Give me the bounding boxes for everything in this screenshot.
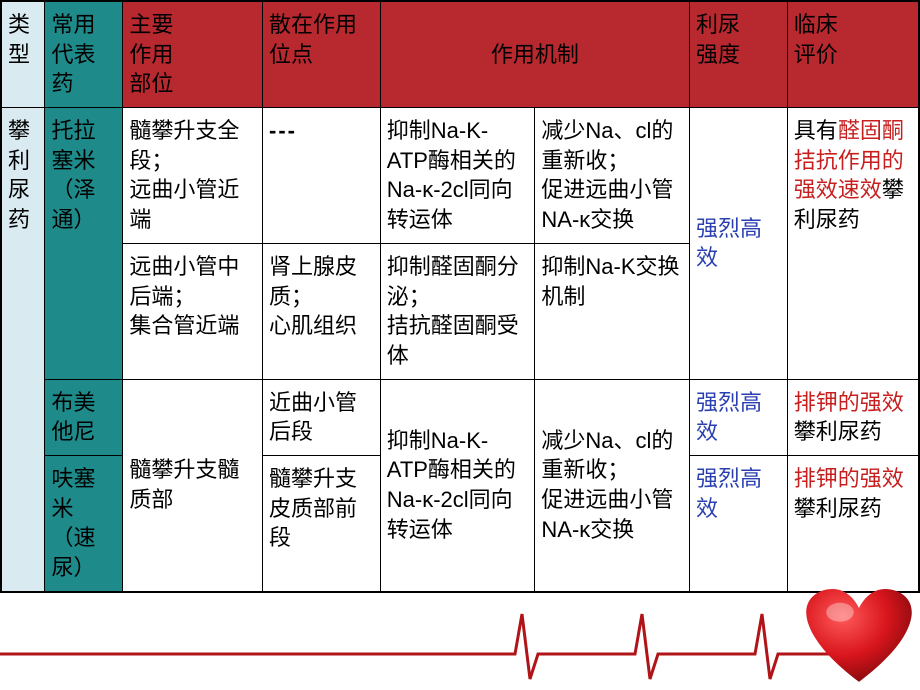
cell-type: 攀利尿药 (1, 108, 45, 592)
cell-site: 远曲小管中后端；集合管近端 (123, 243, 263, 379)
cell-scatter: 近曲小管后段 (263, 379, 381, 455)
cell-eval-bumetanide: 排钾的强效攀利尿药 (787, 379, 919, 455)
hdr-mechanism: 作用机制 (380, 1, 689, 108)
cell-drug-torasemide: 托拉塞米（泽通） (45, 108, 123, 380)
cell-scatter: 髓攀升支皮质部前段 (263, 455, 381, 591)
eval-red: 排钾的强效 (794, 466, 904, 491)
cell-eval-torasemide: 具有醛固酮拮抗作用的强效速效攀利尿药 (787, 108, 919, 380)
cell-scatter: 肾上腺皮质；心肌组织 (263, 243, 381, 379)
eval-red: 排钾的强效 (794, 390, 904, 415)
cell-mech-a: 抑制Na-K-ATP酶相关的Na-κ-2cl同向转运体 (380, 108, 535, 244)
cell-drug-furosemide: 呋塞米（速尿） (45, 455, 123, 591)
cell-scatter-dash: --- (263, 108, 381, 244)
eval-post: 攀利尿药 (794, 496, 882, 521)
hdr-eval: 临床评价 (787, 1, 919, 108)
heart-icon (804, 589, 914, 684)
ecg-line (0, 614, 830, 679)
cell-site-merged: 髓攀升支髓质部 (123, 379, 263, 592)
hdr-drug: 常用代表药 (45, 1, 123, 108)
diuretics-table: 类型 常用代表药 主要作用部位 散在作用位点 作用机制 利尿强度 临床评价 攀利… (0, 0, 920, 593)
cell-mech-b: 抑制Na-K交换机制 (535, 243, 690, 379)
cell-mech-a: 抑制醛固酮分泌；拮抗醛固酮受体 (380, 243, 535, 379)
ecg-decoration (0, 584, 920, 684)
header-row: 类型 常用代表药 主要作用部位 散在作用位点 作用机制 利尿强度 临床评价 (1, 1, 919, 108)
hdr-site: 主要作用部位 (123, 1, 263, 108)
table-row: 攀利尿药 托拉塞米（泽通） 髓攀升支全段；远曲小管近端 --- 抑制Na-K-A… (1, 108, 919, 244)
hdr-strength: 利尿强度 (690, 1, 788, 108)
cell-strength: 强烈高效 (690, 455, 788, 591)
hdr-scatter: 散在作用位点 (263, 1, 381, 108)
cell-site: 髓攀升支全段；远曲小管近端 (123, 108, 263, 244)
table-row: 布美他尼 髓攀升支髓质部 近曲小管后段 抑制Na-K-ATP酶相关的Na-κ-2… (1, 379, 919, 455)
hdr-type: 类型 (1, 1, 45, 108)
eval-post: 攀利尿药 (794, 419, 882, 444)
cell-drug-bumetanide: 布美他尼 (45, 379, 123, 455)
cell-mech-a: 抑制Na-K-ATP酶相关的Na-κ-2cl同向转运体 (380, 379, 535, 592)
cell-strength: 强烈高效 (690, 108, 788, 380)
cell-mech-b: 减少Na、cl的重新收；促进远曲小管NA-κ交换 (535, 379, 690, 592)
cell-eval-furosemide: 排钾的强效攀利尿药 (787, 455, 919, 591)
cell-mech-b: 减少Na、cl的重新收；促进远曲小管NA-κ交换 (535, 108, 690, 244)
cell-strength: 强烈高效 (690, 379, 788, 455)
eval-pre: 具有 (794, 118, 838, 143)
